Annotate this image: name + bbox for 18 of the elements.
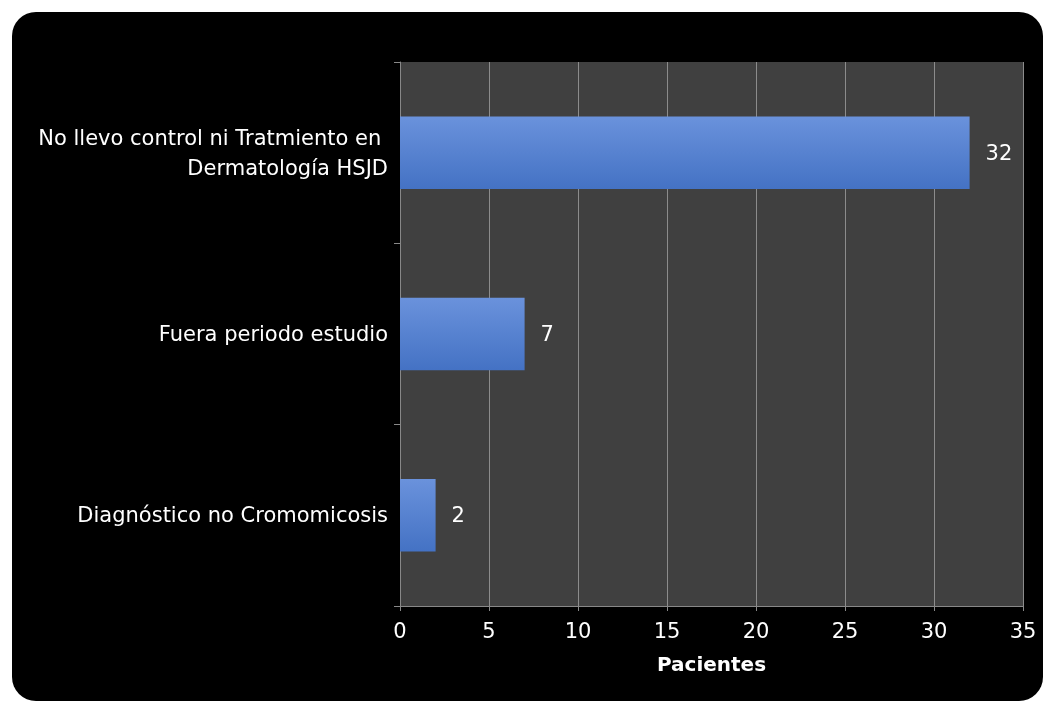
data-label: 7 — [540, 322, 554, 346]
x-tick-label: 5 — [482, 618, 496, 643]
data-label: 32 — [985, 140, 1013, 165]
x-axis-title: Pacientes — [656, 652, 767, 676]
data-label: 2 — [451, 503, 465, 528]
y-tick-label: No llevo control ni Tratmiento en Dermatología HSJD — [38, 125, 388, 180]
x-tick-label: 20 — [742, 618, 770, 643]
x-tick-label: 15 — [653, 618, 681, 643]
bar — [400, 116, 970, 189]
x-tick-label: 0 — [393, 618, 407, 643]
y-tick-label: Fuera periodo estudio — [158, 322, 388, 346]
bar — [400, 479, 436, 552]
bar — [400, 297, 525, 371]
x-tick-label: 35 — [1009, 618, 1037, 643]
x-tick-label: 25 — [831, 618, 859, 643]
x-tick-label: 30 — [920, 618, 948, 643]
x-tick-label: 10 — [564, 618, 592, 643]
y-tick-label: Diagnóstico no Cromomicosis — [77, 503, 388, 528]
